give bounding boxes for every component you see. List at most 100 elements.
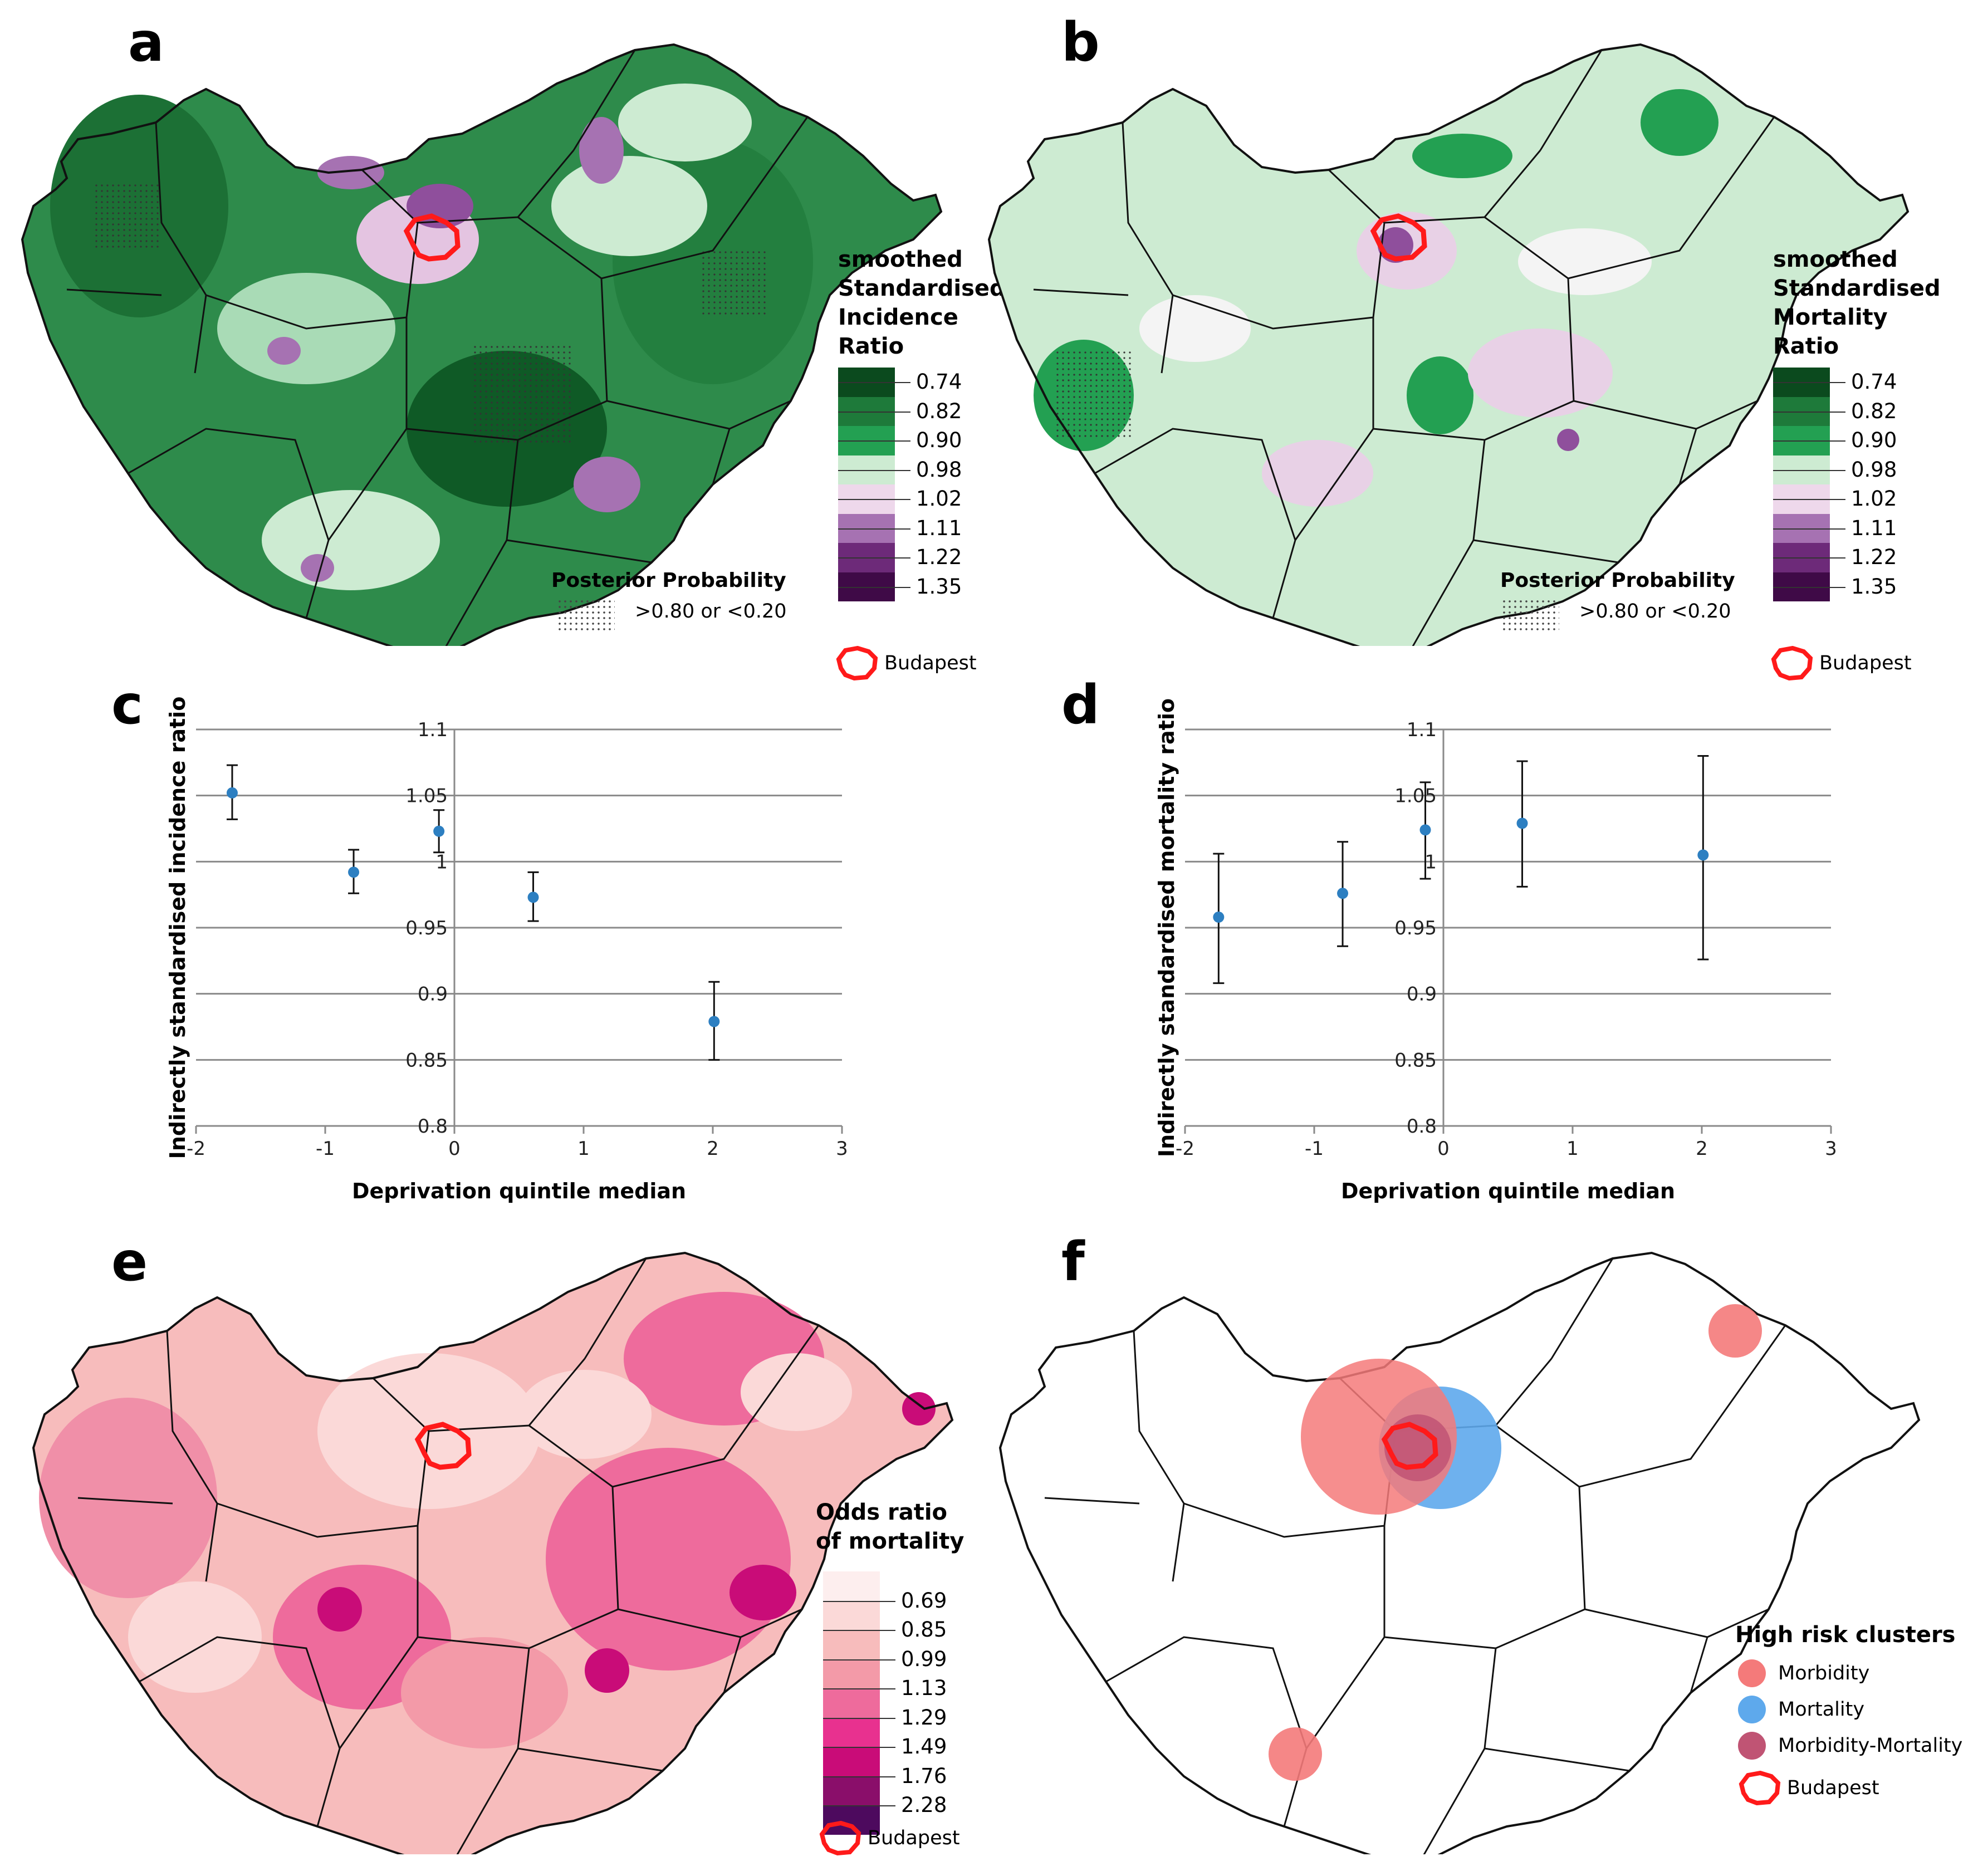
panel-d: d 0.8 0.85 0.9 0.95 1 1.05 1.1 -2 -1 0 1 2 3 Deprivat… (989, 674, 1978, 1219)
point-c-2 (433, 825, 445, 837)
legend-value-a-6: 1.22 (916, 545, 962, 570)
legend-title-a: smoothed Standardised Incidence Ratio (838, 247, 1006, 359)
legend-tick-e-6 (823, 1776, 895, 1777)
legend-tick-b-7 (1773, 586, 1845, 588)
point-d-4 (1697, 849, 1709, 861)
clusters-legend-title: High risk clusters (1735, 1622, 1956, 1648)
budapest-label-a: Budapest (884, 652, 977, 674)
budapest-outline-f (1381, 1422, 1438, 1470)
legend-value-e-5: 1.49 (901, 1735, 947, 1759)
legend-tick-a-4 (838, 499, 910, 501)
panel-label-a: a (128, 11, 164, 74)
legend-scale-b: 0.74 0.82 0.90 0.98 1.02 1.11 1.22 1.35 (1773, 368, 1918, 601)
y-tick-c-0: 0.8 (418, 1115, 448, 1138)
legend-value-a-7: 1.35 (916, 574, 962, 599)
legend-tick-b-3 (1773, 469, 1845, 471)
point-d-0 (1213, 912, 1225, 923)
budapest-icon-b (1771, 646, 1813, 680)
posterior-label-a: >0.80 or <0.20 (635, 600, 787, 623)
point-d-3 (1516, 817, 1528, 829)
y-tick-d-1: 0.85 (1394, 1049, 1437, 1071)
cluster-legend-overlap-label: Morbidity-Mortality (1778, 1735, 1963, 1757)
cluster-morbidity-south (1269, 1727, 1322, 1781)
legend-value-b-4: 1.02 (1851, 487, 1897, 511)
posterior-dots-icon-b (1501, 599, 1559, 631)
x-axis-title-c: Deprivation quintile median (352, 1179, 686, 1203)
panel-label-e: e (111, 1231, 148, 1293)
legend-value-e-0: 0.69 (901, 1588, 947, 1613)
legend-value-b-7: 1.35 (1851, 574, 1897, 599)
legend-value-a-3: 0.98 (916, 457, 962, 482)
map-odds-ratio (32, 1252, 953, 1854)
legend-value-e-6: 1.76 (901, 1764, 947, 1788)
legend-tick-a-3 (838, 469, 910, 471)
y-tick-c-5: 1.05 (405, 785, 448, 807)
x-tick-c-3: 1 (577, 1138, 590, 1160)
point-c-1 (348, 866, 360, 878)
legend-value-b-5: 1.11 (1851, 516, 1897, 540)
budapest-legend-a: Budapest (835, 646, 977, 680)
legend-tick-a-2 (838, 440, 910, 442)
legend-swatch-e-5 (823, 1717, 880, 1747)
y-tick-d-3: 0.95 (1394, 917, 1437, 939)
x-tick-c-1: -1 (316, 1138, 335, 1160)
x-tick-d-4: 2 (1696, 1138, 1708, 1160)
cluster-legend-mortality-label: Mortality (1778, 1698, 1865, 1721)
cluster-legend-mortality-swatch (1738, 1696, 1766, 1723)
x-tick-c-2: 0 (448, 1138, 461, 1160)
legend-value-e-4: 1.29 (901, 1705, 947, 1730)
panel-a: a smoothed Standardised (0, 0, 1006, 685)
cluster-legend-overlap: Morbidity-Mortality (1738, 1732, 1962, 1760)
cluster-morbidity-northeast (1708, 1304, 1762, 1358)
budapest-icon-f (1739, 1771, 1781, 1805)
cluster-overlap-budapest (1384, 1414, 1451, 1481)
legend-value-e-2: 0.99 (901, 1647, 947, 1671)
budapest-outline-a (403, 213, 461, 262)
legend-value-b-0: 0.74 (1851, 370, 1897, 394)
legend-value-b-1: 0.82 (1851, 399, 1897, 423)
budapest-icon-a (836, 646, 878, 680)
legend-value-b-2: 0.90 (1851, 428, 1897, 453)
x-tick-d-3: 1 (1566, 1138, 1579, 1160)
legend-swatch-e-4 (823, 1688, 880, 1718)
budapest-legend-b: Budapest (1770, 646, 1912, 680)
budapest-outline-e (414, 1422, 472, 1470)
x-tick-d-0: -2 (1176, 1138, 1194, 1160)
point-c-0 (226, 787, 238, 799)
y-tick-d-2: 0.9 (1407, 983, 1437, 1006)
scatter-chart-d: 0.8 0.85 0.9 0.95 1 1.05 1.1 -2 -1 0 1 2 3 Deprivatio… (1154, 698, 1837, 1203)
legend-value-a-0: 0.74 (916, 370, 962, 394)
y-tick-d-0: 0.8 (1407, 1115, 1437, 1138)
legend-swatch-e-6 (823, 1747, 880, 1776)
x-tick-c-5: 3 (836, 1138, 848, 1160)
legend-scale-e: 0.69 0.85 0.99 1.13 1.29 1.49 1.76 2.28 (823, 1571, 968, 1838)
legend-swatch-e-2 (823, 1630, 880, 1659)
point-d-1 (1337, 888, 1349, 899)
legend-tick-a-7 (838, 586, 910, 588)
legend-swatch-e-3 (823, 1659, 880, 1688)
budapest-legend-f: Budapest (1738, 1771, 1879, 1805)
legend-value-e-7: 2.28 (901, 1793, 947, 1817)
legend-value-b-6: 1.22 (1851, 545, 1897, 570)
legend-swatch-e-8 (823, 1805, 880, 1835)
legend-tick-a-0 (838, 382, 910, 384)
legend-tick-a-1 (838, 411, 910, 413)
map-clusters (999, 1252, 1920, 1854)
budapest-label-f: Budapest (1787, 1777, 1879, 1799)
legend-tick-e-7 (823, 1805, 895, 1806)
legend-swatch-e-7 (823, 1776, 880, 1805)
x-tick-d-1: -1 (1305, 1138, 1324, 1160)
legend-tick-e-4 (823, 1717, 895, 1719)
budapest-label-e: Budapest (868, 1827, 960, 1849)
posterior-label-b: >0.80 or <0.20 (1579, 600, 1731, 623)
legend-value-a-1: 0.82 (916, 399, 962, 423)
y-tick-d-5: 1.05 (1394, 785, 1437, 807)
legend-tick-a-5 (838, 528, 910, 530)
legend-value-a-4: 1.02 (916, 487, 962, 511)
legend-value-b-3: 0.98 (1851, 457, 1897, 482)
y-axis-title-c: Indirectly standardised incidence ratio (165, 697, 190, 1159)
posterior-title-b: Posterior Probability (1500, 569, 1735, 592)
legend-tick-e-3 (823, 1688, 895, 1689)
y-tick-c-4: 1 (435, 851, 448, 873)
legend-value-a-2: 0.90 (916, 428, 962, 453)
